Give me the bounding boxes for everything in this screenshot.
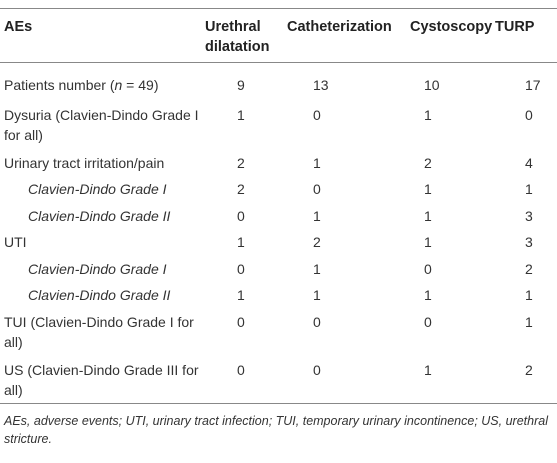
value-cell: 0 <box>237 361 245 378</box>
value-cell: 2 <box>237 181 245 197</box>
row-label: Dysuria (Clavien-Dindo Grade I for all) <box>4 106 199 143</box>
value-cell: 2 <box>525 361 533 378</box>
value-cell: 13 <box>313 77 329 93</box>
footnote: AEs, adverse events; UTI, urinary tract … <box>4 414 548 446</box>
table-row: Clavien-Dindo Grade I 0 1 0 2 <box>0 255 557 282</box>
value-cell: 0 <box>237 260 245 277</box>
value-cell: 1 <box>313 207 321 224</box>
label-part: = 49) <box>122 77 159 93</box>
page: AEs Urethral dilatation Catheterization … <box>0 8 557 463</box>
value-cell: 1 <box>424 207 432 224</box>
table-row: Clavien-Dindo Grade II 1 1 1 1 <box>0 281 557 308</box>
label-part: n <box>114 77 123 93</box>
value-cell: 0 <box>525 106 533 123</box>
header-cell: Cystoscopy <box>410 19 493 35</box>
value-cell: 0 <box>313 181 321 197</box>
header-cell: TURP <box>495 19 535 35</box>
value-cell: 3 <box>525 234 533 250</box>
value-cell: 1 <box>525 287 533 303</box>
value-cell: 1 <box>424 361 432 378</box>
adverse-events-table: AEs Urethral dilatation Catheterization … <box>0 8 557 404</box>
value-cell: 1 <box>424 234 432 250</box>
row-label: Urinary tract irritation/pain <box>4 154 165 171</box>
value-cell: 9 <box>237 77 245 93</box>
table-row: Dysuria (Clavien-Dindo Grade I for all) 1… <box>0 101 557 149</box>
row-label: UTI <box>4 234 27 250</box>
value-cell: 1 <box>313 154 321 171</box>
value-cell: 2 <box>424 154 432 171</box>
value-cell: 2 <box>313 234 321 250</box>
row-label: Clavien-Dindo Grade II <box>28 287 171 303</box>
header-row: AEs Urethral dilatation Catheterization … <box>0 8 557 63</box>
table-body: Patients number (n = 49) 9 13 10 17 Dysuria (… <box>0 63 557 404</box>
label-part: Patients number ( <box>4 77 115 93</box>
value-cell: 1 <box>313 260 321 277</box>
value-cell: 1 <box>237 106 245 123</box>
value-cell: 1 <box>424 181 432 197</box>
value-cell: 0 <box>237 207 245 224</box>
value-cell: 1 <box>525 313 533 330</box>
table-row: Clavien-Dindo Grade I 2 0 1 1 <box>0 175 557 202</box>
value-cell: 4 <box>525 154 533 171</box>
row-label: Clavien-Dindo Grade II <box>28 207 171 224</box>
value-cell: 2 <box>525 260 533 277</box>
table-row: TUI (Clavien-Dindo Grade I for all) 0 0 0 1 <box>0 308 557 356</box>
row-label: TUI (Clavien-Dindo Grade I for all) <box>4 313 194 350</box>
value-cell: 0 <box>237 313 245 330</box>
header-cell: Urethral dilatation <box>205 19 270 55</box>
value-cell: 17 <box>525 77 541 93</box>
row-label: Patients number (n = 49) <box>0 63 205 101</box>
value-cell: 1 <box>237 234 245 250</box>
value-cell: 2 <box>237 154 245 171</box>
value-cell: 1 <box>424 287 432 303</box>
value-cell: 1 <box>525 181 533 197</box>
table-row: Patients number (n = 49) 9 13 10 17 <box>0 63 557 101</box>
value-cell: 0 <box>313 106 321 123</box>
value-cell: 1 <box>313 287 321 303</box>
row-label: US (Clavien-Dindo Grade III for all) <box>4 361 199 398</box>
value-cell: 10 <box>424 77 440 93</box>
table-row: US (Clavien-Dindo Grade III for all) 0 0 1 2 <box>0 356 557 404</box>
table-row: UTI 1 2 1 3 <box>0 228 557 255</box>
header-cell: Catheterization <box>287 19 392 35</box>
value-cell: 0 <box>313 313 321 330</box>
value-cell: 0 <box>313 361 321 378</box>
row-label: Clavien-Dindo Grade I <box>28 260 167 277</box>
value-cell: 1 <box>237 287 245 303</box>
value-cell: 1 <box>424 106 432 123</box>
table-row: Clavien-Dindo Grade II 0 1 1 3 <box>0 202 557 229</box>
header-cell: AEs <box>4 19 33 35</box>
value-cell: 3 <box>525 207 533 224</box>
table-row: Urinary tract irritation/pain 2 1 2 4 <box>0 149 557 176</box>
value-cell: 0 <box>424 313 432 330</box>
value-cell: 0 <box>424 260 432 277</box>
row-label: Clavien-Dindo Grade I <box>28 181 167 197</box>
